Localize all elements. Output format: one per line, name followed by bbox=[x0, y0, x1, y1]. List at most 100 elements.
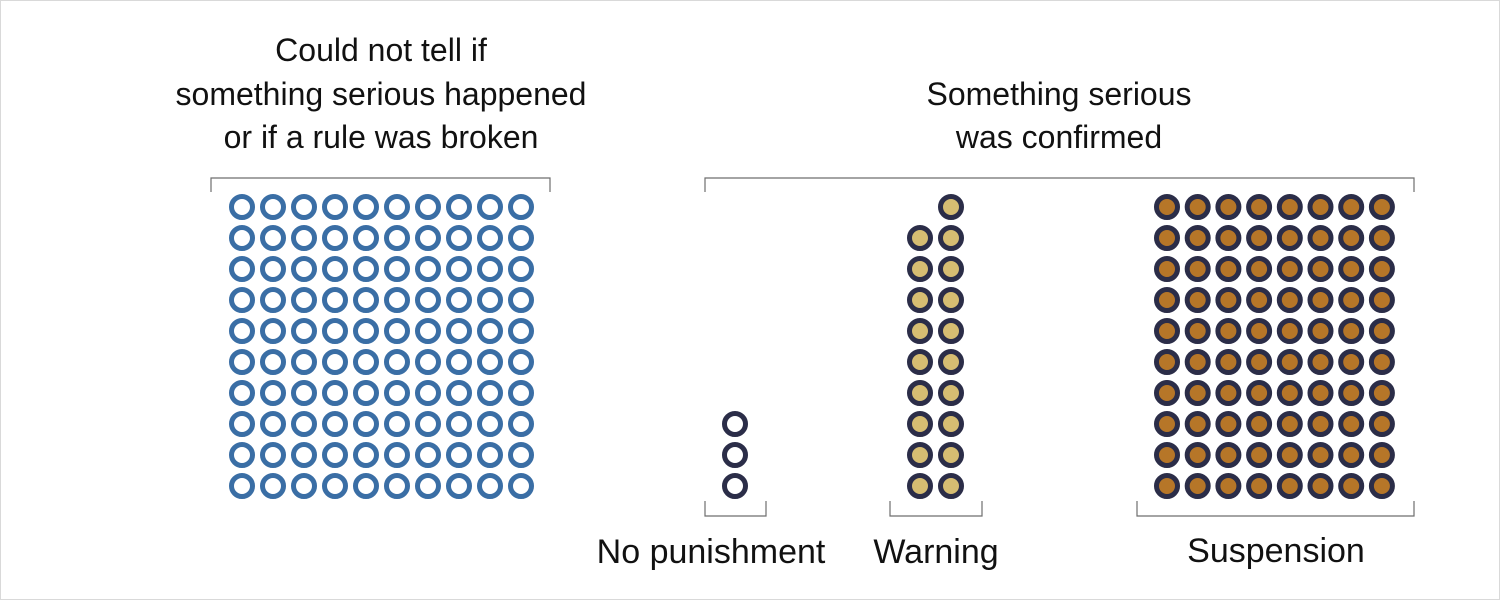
bracket-warning bbox=[889, 501, 983, 517]
dot-unclear-42 bbox=[353, 411, 379, 437]
bracket-no-punishment bbox=[704, 501, 767, 517]
dot-unclear-84 bbox=[477, 349, 503, 375]
dot-unclear-14 bbox=[260, 349, 286, 375]
dot-unclear-81 bbox=[477, 442, 503, 468]
dot-unclear-67 bbox=[415, 256, 441, 282]
dot-suspension-1 bbox=[1154, 442, 1180, 468]
dot-unclear-27 bbox=[291, 256, 317, 282]
dot-warning-10 bbox=[907, 473, 933, 499]
dot-unclear-64 bbox=[415, 349, 441, 375]
dot-warning-3 bbox=[938, 380, 964, 406]
dot-suspension-22 bbox=[1215, 411, 1242, 437]
bracket-confirmed-group bbox=[704, 177, 1415, 192]
dot-unclear-51 bbox=[384, 442, 410, 468]
dot-warning-8 bbox=[938, 225, 964, 251]
dot-unclear-62 bbox=[415, 411, 441, 437]
dot-unclear-90 bbox=[508, 473, 534, 499]
dot-suspension-65 bbox=[1338, 318, 1365, 344]
dot-unclear-40 bbox=[353, 473, 379, 499]
dot-unclear-76 bbox=[446, 287, 472, 313]
dot-unclear-12 bbox=[260, 411, 286, 437]
dot-unclear-45 bbox=[353, 318, 379, 344]
group-heading-confirmed-line-1: Something serious bbox=[926, 76, 1191, 112]
dot-no-punishment-0 bbox=[722, 473, 748, 499]
dot-suspension-50 bbox=[1307, 473, 1334, 499]
dot-suspension-62 bbox=[1338, 411, 1365, 437]
dot-unclear-18 bbox=[260, 225, 286, 251]
dot-unclear-50 bbox=[384, 473, 410, 499]
category-label-no-punishment: No punishment bbox=[597, 533, 826, 571]
dot-suspension-11 bbox=[1184, 442, 1211, 468]
group-heading-unclear-line-2: something serious happened bbox=[176, 76, 587, 112]
dot-warning-5 bbox=[938, 318, 964, 344]
dot-suspension-10 bbox=[1184, 473, 1211, 499]
dot-unclear-0 bbox=[229, 473, 255, 499]
dot-warning-14 bbox=[907, 349, 933, 375]
dot-warning-0 bbox=[938, 473, 964, 499]
dot-unclear-39 bbox=[322, 194, 348, 220]
dot-suspension-54 bbox=[1307, 349, 1334, 375]
dot-suspension-4 bbox=[1154, 349, 1180, 375]
dot-unclear-87 bbox=[477, 256, 503, 282]
dot-unclear-89 bbox=[477, 194, 503, 220]
dot-suspension-27 bbox=[1215, 256, 1242, 282]
dot-suspension-25 bbox=[1215, 318, 1242, 344]
dot-suspension-14 bbox=[1184, 349, 1211, 375]
dot-suspension-42 bbox=[1276, 411, 1303, 437]
dot-unclear-96 bbox=[508, 287, 534, 313]
dot-suspension-17 bbox=[1184, 256, 1211, 282]
dot-unclear-59 bbox=[384, 194, 410, 220]
dot-suspension-41 bbox=[1276, 442, 1303, 468]
dot-unclear-1 bbox=[229, 442, 255, 468]
dot-suspension-2 bbox=[1154, 411, 1180, 437]
dot-suspension-36 bbox=[1246, 287, 1273, 313]
dot-unclear-86 bbox=[477, 287, 503, 313]
dot-unclear-93 bbox=[508, 380, 534, 406]
dot-suspension-39 bbox=[1246, 194, 1273, 220]
dot-unclear-43 bbox=[353, 380, 379, 406]
dot-suspension-13 bbox=[1184, 380, 1211, 406]
waffle-dots bbox=[229, 194, 1395, 499]
dot-suspension-48 bbox=[1276, 225, 1303, 251]
dot-suspension-18 bbox=[1184, 225, 1211, 251]
dot-warning-12 bbox=[907, 411, 933, 437]
dot-unclear-6 bbox=[229, 287, 255, 313]
dot-unclear-69 bbox=[415, 194, 441, 220]
dot-suspension-26 bbox=[1215, 287, 1242, 313]
dot-suspension-24 bbox=[1215, 349, 1242, 375]
dot-unclear-53 bbox=[384, 380, 410, 406]
dot-suspension-9 bbox=[1154, 194, 1180, 220]
dot-suspension-79 bbox=[1368, 194, 1395, 220]
category-label-warning: Warning bbox=[873, 533, 998, 571]
dot-suspension-53 bbox=[1307, 380, 1334, 406]
dot-unclear-52 bbox=[384, 411, 410, 437]
dot-unclear-17 bbox=[260, 256, 286, 282]
dot-suspension-7 bbox=[1154, 256, 1180, 282]
dot-unclear-29 bbox=[291, 194, 317, 220]
dot-suspension-68 bbox=[1338, 225, 1365, 251]
dot-unclear-13 bbox=[260, 380, 286, 406]
group-heading-confirmed-line-2: was confirmed bbox=[955, 119, 1162, 155]
dot-unclear-11 bbox=[260, 442, 286, 468]
dot-suspension-31 bbox=[1246, 442, 1273, 468]
dot-unclear-36 bbox=[322, 287, 348, 313]
dot-suspension-77 bbox=[1368, 256, 1395, 282]
dot-suspension-69 bbox=[1338, 194, 1365, 220]
dot-unclear-23 bbox=[291, 380, 317, 406]
dot-unclear-16 bbox=[260, 287, 286, 313]
dot-unclear-54 bbox=[384, 349, 410, 375]
dot-suspension-66 bbox=[1338, 287, 1365, 313]
dot-unclear-91 bbox=[508, 442, 534, 468]
dot-unclear-99 bbox=[508, 194, 534, 220]
dot-suspension-72 bbox=[1368, 411, 1395, 437]
dot-unclear-48 bbox=[353, 225, 379, 251]
dot-suspension-32 bbox=[1246, 411, 1273, 437]
dot-suspension-59 bbox=[1307, 194, 1334, 220]
dot-suspension-63 bbox=[1338, 380, 1365, 406]
dot-suspension-15 bbox=[1184, 318, 1211, 344]
dot-unclear-32 bbox=[322, 411, 348, 437]
dot-unclear-24 bbox=[291, 349, 317, 375]
dot-unclear-9 bbox=[229, 194, 255, 220]
dot-unclear-8 bbox=[229, 225, 255, 251]
